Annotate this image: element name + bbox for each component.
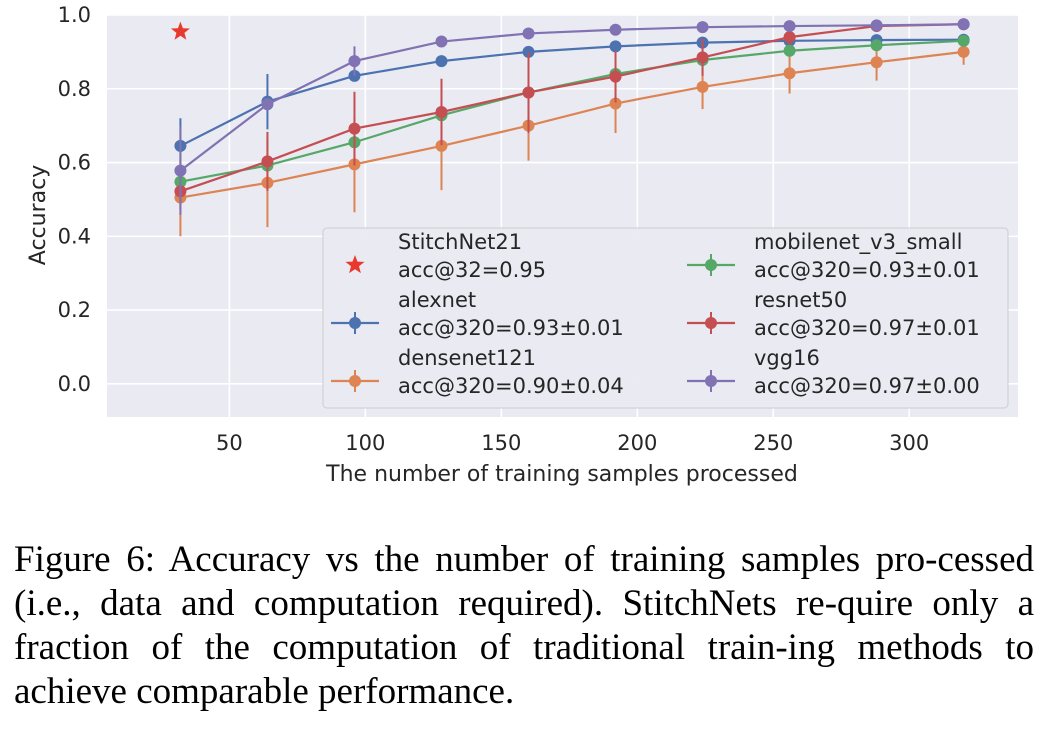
x-tick-label: 250 <box>753 431 793 455</box>
legend-entry-mobilenet_v3_small: mobilenet_v3_small acc@320=0.93±0.01 <box>687 230 980 282</box>
legend: StitchNet21 acc@32=0.95 alexnet acc@320=0.9… <box>322 227 1009 409</box>
series-line <box>180 39 964 183</box>
legend-label: acc@320=0.93±0.01 <box>398 316 624 340</box>
data-point <box>522 27 535 40</box>
legend-label: acc@320=0.90±0.04 <box>398 374 624 398</box>
data-point <box>174 164 187 177</box>
data-point <box>609 97 622 110</box>
x-tick-label: 200 <box>617 431 657 455</box>
y-tick-label: 0.8 <box>58 77 91 101</box>
series-line <box>179 38 964 147</box>
legend-marker <box>705 317 717 329</box>
y-tick-label: 0.4 <box>58 224 91 248</box>
x-tick-label: 150 <box>481 431 521 455</box>
legend-entry-StitchNet21: StitchNet21 acc@32=0.95 <box>345 230 546 282</box>
data-point <box>435 35 448 48</box>
data-point <box>783 31 796 44</box>
data-point <box>609 70 622 83</box>
series-densenet121 <box>174 38 970 237</box>
data-point <box>957 18 970 31</box>
legend-marker <box>705 375 717 387</box>
legend-name: StitchNet21 <box>398 230 522 254</box>
x-tick-label: 100 <box>345 431 385 455</box>
series-vgg16 <box>174 18 970 215</box>
series-line <box>179 23 964 172</box>
legend-label: acc@32=0.95 <box>398 258 546 282</box>
figure: 0.0 0.2 0.4 0.6 0.8 1.0 50 100 150 200 250 300 Sti… <box>26 3 1018 487</box>
x-tick-label: 50 <box>216 431 243 455</box>
legend-entry-vgg16: vgg16 acc@320=0.97±0.00 <box>687 346 980 398</box>
y-tick-label: 0.2 <box>58 298 91 322</box>
legend-label: acc@320=0.97±0.01 <box>754 316 980 340</box>
legend-label: acc@320=0.97±0.00 <box>754 374 980 398</box>
series-line <box>180 23 964 193</box>
data-point <box>609 23 622 36</box>
data-point <box>609 40 622 53</box>
data-point <box>522 86 535 99</box>
figure-caption: Figure 6: Accuracy vs the number of trai… <box>14 539 1034 712</box>
y-tick-label: 0.6 <box>58 151 91 175</box>
data-point <box>870 56 883 69</box>
x-tick-label: 300 <box>889 431 929 455</box>
data-point <box>696 21 709 34</box>
data-point <box>435 139 448 152</box>
series-line <box>180 50 964 199</box>
y-axis-label: Accuracy <box>26 165 51 265</box>
data-point <box>435 55 448 68</box>
stitchnet-star-marker <box>170 21 190 40</box>
y-tick-label: 0.0 <box>58 372 91 396</box>
data-point <box>957 34 970 47</box>
data-point <box>696 80 709 93</box>
data-point <box>348 55 361 68</box>
y-tick-label: 1.0 <box>58 3 91 27</box>
data-point <box>783 67 796 80</box>
legend-name: densenet121 <box>398 346 536 370</box>
data-point <box>696 51 709 64</box>
legend-entry-resnet50: resnet50 acc@320=0.97±0.01 <box>687 288 980 340</box>
legend-label: acc@320=0.93±0.01 <box>754 258 980 282</box>
series-layer <box>170 18 970 237</box>
x-ticks: 50 100 150 200 250 300 <box>216 431 929 455</box>
legend-name: resnet50 <box>754 288 847 312</box>
data-point <box>435 105 448 118</box>
data-point <box>261 155 274 168</box>
x-axis-label: The number of training samples processed <box>325 462 798 487</box>
data-point <box>870 39 883 52</box>
legend-star-marker <box>345 255 365 274</box>
data-point <box>348 122 361 135</box>
data-point <box>870 19 883 32</box>
legend-entry-densenet121: densenet121 acc@320=0.90±0.04 <box>331 346 624 398</box>
legend-name: vgg16 <box>754 346 820 370</box>
legend-entry-alexnet: alexnet acc@320=0.93±0.01 <box>331 288 624 340</box>
accuracy-chart: 0.0 0.2 0.4 0.6 0.8 1.0 50 100 150 200 250 300 Sti… <box>26 3 1018 487</box>
legend-box <box>322 227 1009 409</box>
legend-name: mobilenet_v3_small <box>754 230 962 255</box>
legend-marker <box>705 259 717 271</box>
legend-marker <box>349 317 361 329</box>
data-point <box>957 45 970 58</box>
data-point <box>261 98 274 111</box>
data-point <box>783 44 796 57</box>
data-point <box>783 20 796 33</box>
legend-marker <box>349 375 361 387</box>
legend-name: alexnet <box>398 288 476 312</box>
y-ticks: 0.0 0.2 0.4 0.6 0.8 1.0 <box>58 3 91 396</box>
